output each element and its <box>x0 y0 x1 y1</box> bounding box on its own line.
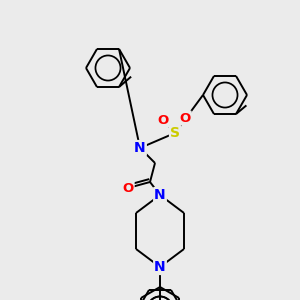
Text: N: N <box>154 188 166 202</box>
Text: S: S <box>170 126 180 140</box>
Text: O: O <box>179 112 191 124</box>
Text: O: O <box>122 182 134 194</box>
Text: N: N <box>154 260 166 274</box>
Text: O: O <box>158 113 169 127</box>
Text: N: N <box>134 141 146 155</box>
